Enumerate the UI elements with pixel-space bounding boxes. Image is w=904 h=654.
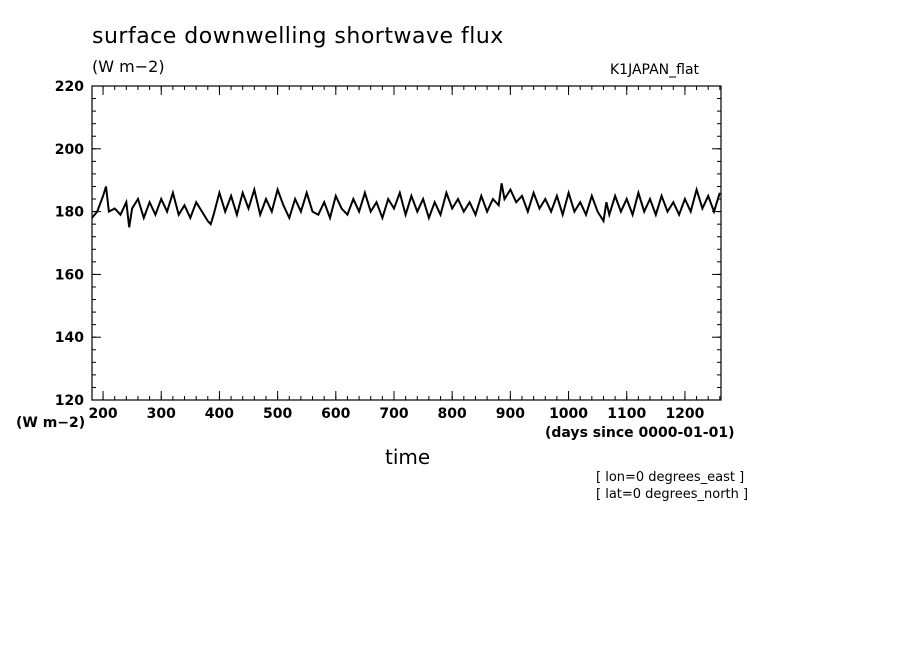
- y-tick-label: 120: [55, 393, 84, 409]
- x-tick-label: 1100: [607, 406, 646, 422]
- x-axis-title: time: [385, 445, 431, 469]
- y-tick-label: 180: [55, 205, 84, 221]
- x-tick-label: 1200: [665, 406, 704, 422]
- y-tick-label: 160: [55, 267, 84, 283]
- tick-labels: 200 300 400 500 600 700 800 900 1000 1100 1200 120 1…: [55, 79, 705, 422]
- x-tick-label: 800: [438, 406, 467, 422]
- lat-note: [ lat=0 degrees_north ]: [596, 487, 749, 502]
- plot-frame: [91, 85, 722, 401]
- units-label-top: (W m−2): [92, 57, 165, 76]
- y-tick-label: 200: [55, 142, 84, 158]
- y-tick-label: 220: [55, 79, 84, 95]
- x-tick-label: 400: [205, 406, 234, 422]
- dataset-label: K1JAPAN_flat: [610, 62, 700, 78]
- series-line: [91, 183, 721, 228]
- y-tick-label: 140: [55, 330, 84, 346]
- x-tick-label: 600: [321, 406, 350, 422]
- x-tick-label: 500: [263, 406, 292, 422]
- x-tick-label: 700: [379, 406, 408, 422]
- chart-title: surface downwelling shortwave flux: [92, 24, 504, 49]
- x-units-label: (days since 0000-01-01): [545, 425, 735, 441]
- y-units-label: (W m−2): [16, 415, 86, 431]
- x-tick-label: 300: [147, 406, 176, 422]
- lon-note: [ lon=0 degrees_east ]: [596, 470, 745, 485]
- axis-ticks: [92, 85, 721, 401]
- x-tick-label: 1000: [549, 406, 588, 422]
- x-tick-label: 900: [496, 406, 525, 422]
- x-tick-label: 200: [88, 406, 117, 422]
